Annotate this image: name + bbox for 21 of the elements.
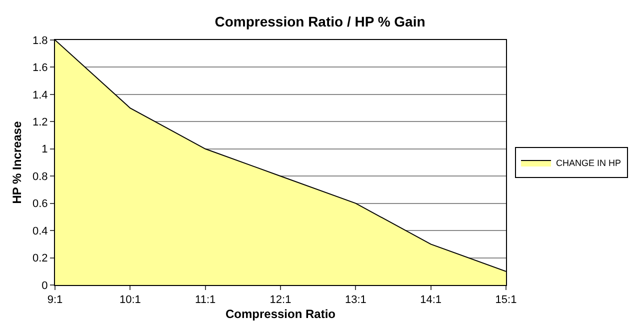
- y-tick-label: 0.6: [32, 198, 48, 210]
- x-tick-label: 10:1: [119, 294, 141, 306]
- y-axis-title: HP % Increase: [10, 120, 24, 204]
- y-tick-label: 0: [42, 280, 48, 292]
- y-tick-label: 1: [42, 144, 48, 156]
- y-tick-label: 1.8: [32, 34, 48, 47]
- y-tick-label: 0.4: [32, 225, 48, 238]
- x-tick-label: 13:1: [344, 294, 366, 306]
- y-tick-label: 0.2: [32, 252, 48, 265]
- y-tick-label: 1.4: [32, 89, 48, 102]
- y-tick-label: 1.6: [32, 62, 48, 74]
- x-tick-label: 14:1: [420, 294, 442, 306]
- x-tick-label: 15:1: [495, 294, 517, 306]
- y-tick-label: 1.2: [32, 116, 48, 129]
- x-tick-label: 9:1: [47, 294, 63, 306]
- x-tick-label: 12:1: [270, 294, 292, 306]
- x-axis-title: Compression Ratio: [225, 307, 336, 322]
- chart-title: Compression Ratio / HP % Gain: [214, 13, 426, 30]
- x-tick-label: 11:1: [195, 294, 216, 306]
- legend-label: CHANGE IN HP: [556, 158, 622, 168]
- y-tick-label: 0.8: [32, 170, 48, 183]
